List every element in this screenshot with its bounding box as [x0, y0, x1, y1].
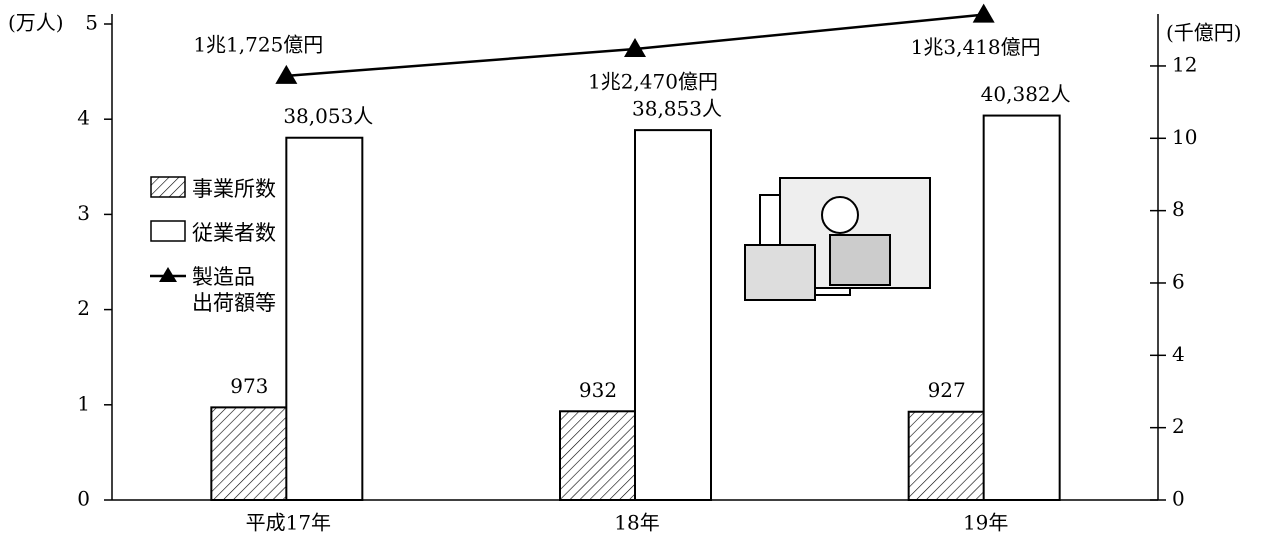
- x-tick-label: 平成17年: [246, 511, 331, 535]
- bar: [210, 406, 289, 501]
- y2-tick-label: 6: [1172, 269, 1185, 293]
- y-tick-label: 3: [77, 201, 90, 225]
- y2-tick-label: 8: [1172, 197, 1185, 221]
- data-label: 1兆3,418億円: [911, 35, 1041, 59]
- bar: [559, 410, 637, 501]
- x-tick-label: 18年: [614, 511, 659, 535]
- y2-tick-label: 4: [1172, 342, 1185, 366]
- x-tick-label: 19年: [963, 511, 1008, 535]
- y-tick-label: 4: [77, 106, 90, 130]
- y-tick-label: 1: [77, 391, 90, 415]
- y-tick-label: 0: [77, 487, 90, 511]
- y-tick-label: 5: [85, 11, 98, 35]
- data-label: 932: [579, 378, 617, 402]
- data-label: 40,382人: [981, 82, 1071, 106]
- data-label: 38,053人: [283, 104, 373, 128]
- legend: 事業所数従業者数製造品 出荷額等: [150, 176, 276, 334]
- y-axis-label: (万人): [8, 11, 64, 35]
- legend-item: 従業者数: [150, 220, 276, 246]
- y2-axis-label: (千億円): [1166, 21, 1242, 45]
- bar: [907, 410, 986, 501]
- marker: [275, 64, 298, 84]
- legend-label: 従業者数: [192, 221, 276, 245]
- marker: [624, 37, 646, 57]
- legend-item: 事業所数: [150, 176, 276, 202]
- bar: [982, 114, 1061, 502]
- marker: [972, 3, 995, 23]
- legend-item: 製造品 出荷額等: [150, 264, 276, 316]
- y2-tick-label: 2: [1172, 414, 1185, 438]
- bar: [285, 136, 364, 501]
- data-label: 973: [230, 374, 268, 398]
- illustration: [744, 177, 931, 301]
- legend-label: 事業所数: [192, 177, 276, 201]
- y2-tick-label: 12: [1172, 52, 1197, 76]
- y2-tick-label: 10: [1172, 125, 1197, 149]
- legend-label: 製造品 出荷額等: [192, 265, 276, 315]
- y-tick-label: 2: [77, 296, 90, 320]
- legend-key: [150, 176, 186, 198]
- data-label: 1兆1,725億円: [193, 32, 323, 56]
- data-label: 927: [928, 378, 966, 402]
- legend-key: [150, 267, 186, 282]
- data-label: 38,853人: [632, 97, 722, 121]
- y2-tick-label: 0: [1172, 487, 1185, 511]
- bar: [634, 129, 712, 501]
- legend-key: [150, 220, 186, 242]
- data-label: 1兆2,470億円: [588, 69, 718, 93]
